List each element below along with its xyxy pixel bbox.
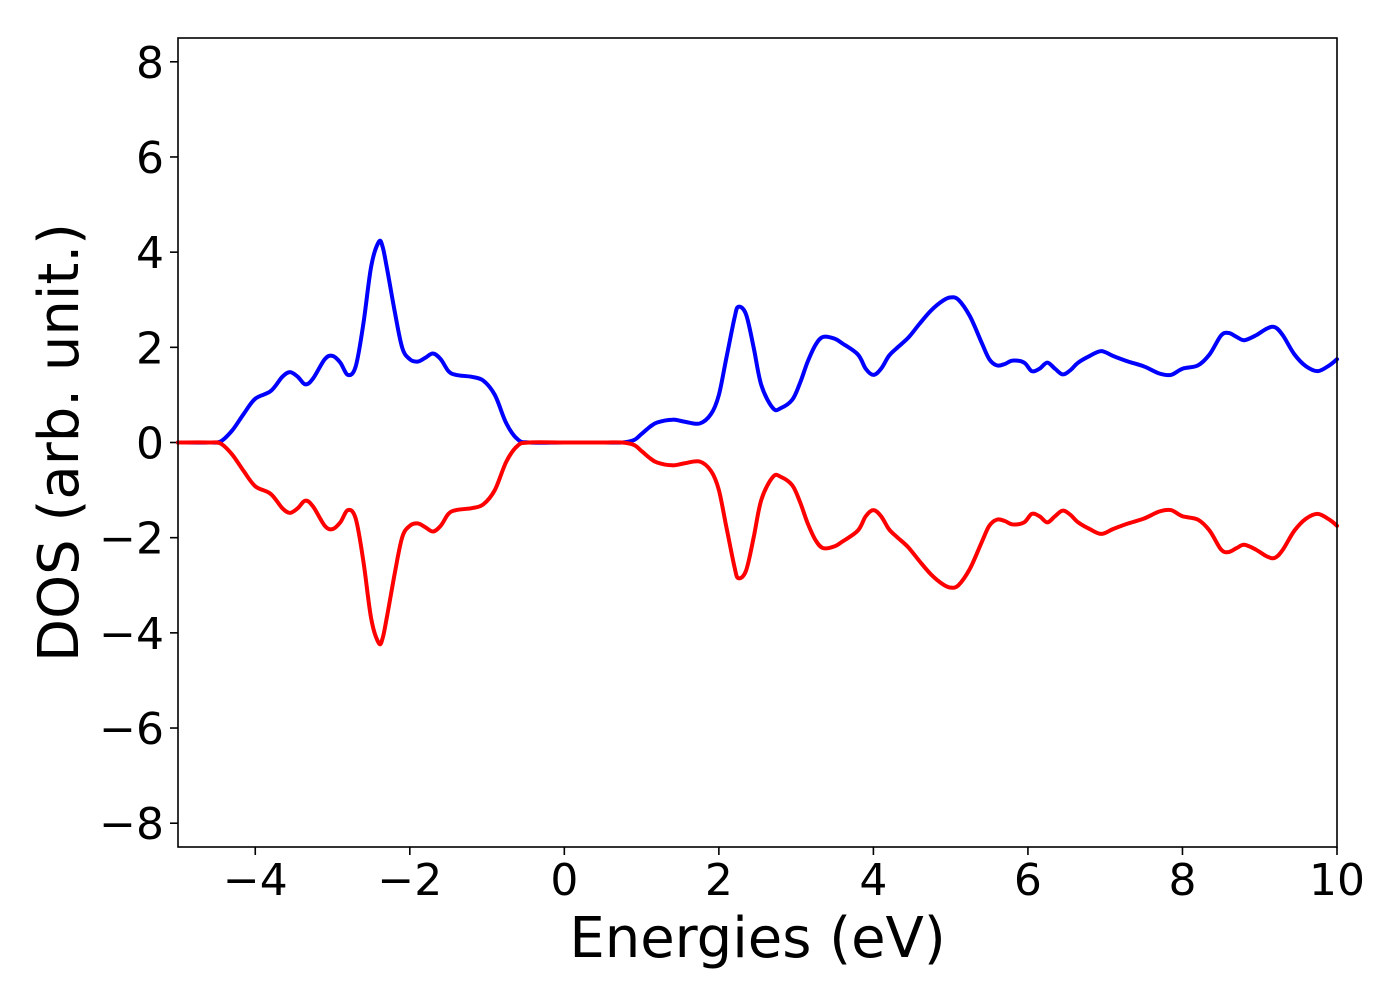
y-tick-label: 8 [136, 38, 164, 89]
y-axis: 8 6 4 2 0 −2 −4 −6 −8 [99, 38, 178, 850]
y-tick-label: −4 [99, 609, 164, 660]
plot-area [176, 238, 1339, 647]
x-tick-label: 0 [550, 855, 578, 906]
y-tick-label: 4 [136, 228, 164, 279]
x-tick-label: −4 [223, 855, 288, 906]
plot-frame [177, 37, 1338, 848]
x-tick-label: 2 [705, 855, 733, 906]
x-tick-label: 6 [1014, 855, 1042, 906]
y-tick-label: −2 [99, 514, 164, 565]
x-tick-label: 10 [1309, 855, 1365, 906]
x-axis-title: Energies (eV) [569, 906, 945, 971]
y-tick-label: 2 [136, 323, 164, 374]
series-line-down [176, 440, 1339, 647]
x-tick-label: 4 [859, 855, 887, 906]
y-axis-title: DOS (arb. unit.) [27, 223, 92, 662]
y-tick-label: 0 [136, 419, 164, 470]
x-tick-label: −2 [377, 855, 442, 906]
y-tick-label: −8 [99, 799, 164, 850]
y-tick-label: −6 [99, 704, 164, 755]
x-tick-label: 8 [1168, 855, 1196, 906]
y-tick-label: 6 [136, 133, 164, 184]
x-axis: −4 −2 0 2 4 6 8 10 [223, 847, 1365, 906]
series-line-up [176, 238, 1339, 445]
